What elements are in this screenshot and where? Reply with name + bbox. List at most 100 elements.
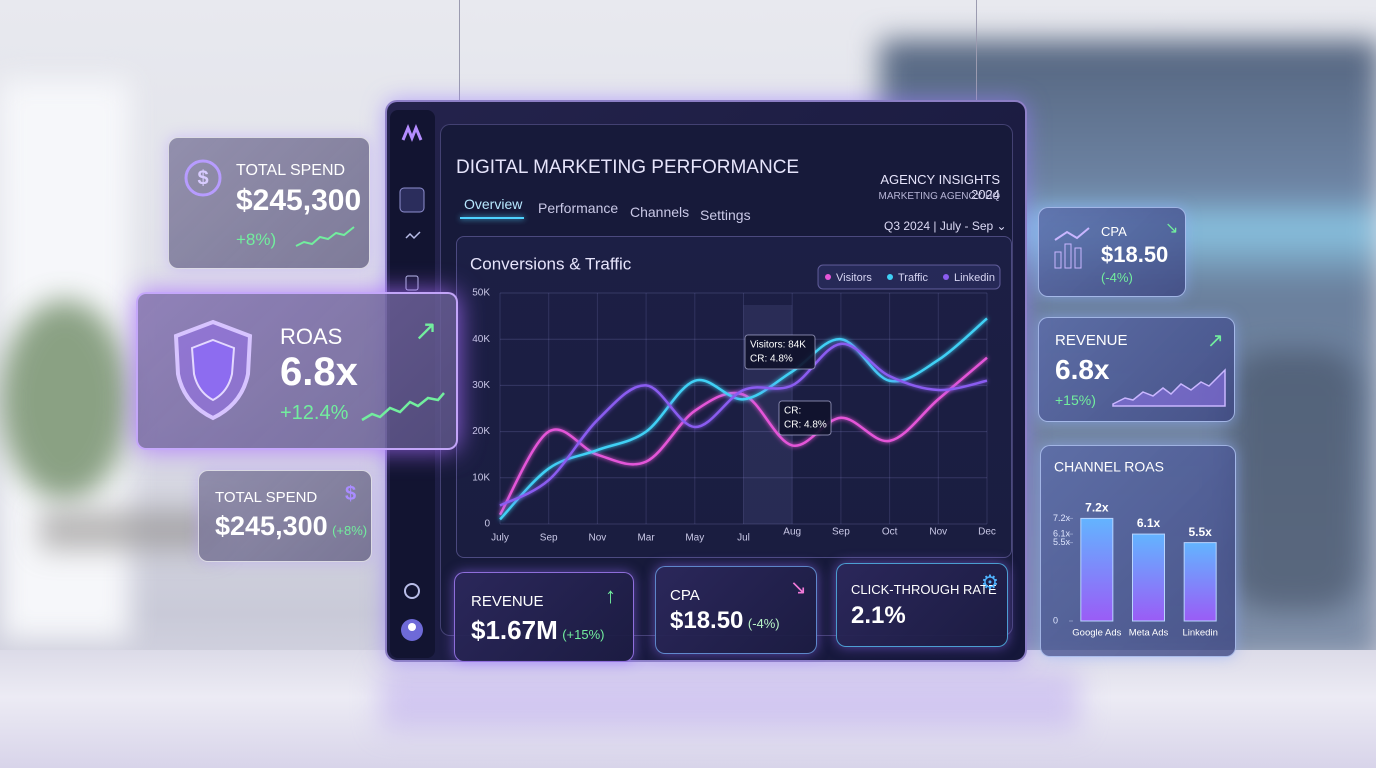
sidebar-icons xyxy=(399,124,425,641)
value-label: 6.1x xyxy=(1137,516,1161,530)
brand: AGENCY INSIGHTS 2024 xyxy=(880,172,1000,202)
x-tick-label: Google Ads xyxy=(1072,628,1121,639)
sparkline xyxy=(1112,368,1226,407)
y-tick-label: 5.5x xyxy=(1053,537,1071,547)
nav-dashboard[interactable] xyxy=(399,187,425,213)
bar xyxy=(1080,517,1114,622)
kpi-change: (-4%) xyxy=(747,616,780,631)
x-tick-label: Dec xyxy=(978,527,996,538)
x-tick-label: Meta Ads xyxy=(1129,628,1169,639)
kpi-card: CLICK-THROUGH RATE ⚙ 2.1% xyxy=(836,563,1008,647)
card-change: (+8%) xyxy=(332,523,368,538)
kpi-row: $1.67M (+15%) xyxy=(471,615,604,646)
tooltip-box xyxy=(744,334,816,370)
nav-settings[interactable] xyxy=(404,583,420,599)
nav-trends[interactable] xyxy=(405,231,421,240)
legend-swatch xyxy=(825,274,831,280)
dashboard-title: DIGITAL MARKETING PERFORMANCE xyxy=(456,157,800,178)
brand-subtitle: MARKETING AGENCY HQ xyxy=(878,191,1000,202)
card-label: TOTAL SPEND xyxy=(215,489,318,506)
legend-label: Traffic xyxy=(898,272,928,284)
series-line xyxy=(499,317,988,521)
line-chart: Conversions & Traffic July Sep Nov Mar May Jul… xyxy=(470,254,1001,544)
tooltip-box xyxy=(778,400,832,436)
card-change: +8%) xyxy=(236,230,277,249)
x-tick-label: Aug xyxy=(783,527,801,538)
bar xyxy=(1183,542,1217,622)
kpi-label: REVENUE xyxy=(471,593,544,610)
y-tick-label: 7.2x xyxy=(1053,513,1071,523)
tab-active[interactable]: Overview xyxy=(464,196,523,212)
card-label: CPA xyxy=(1101,224,1127,239)
x-tick-label: Linkedin xyxy=(1182,628,1217,639)
legend-swatch xyxy=(943,274,949,280)
kpi-row: $18.50 (-4%) xyxy=(670,607,780,635)
dollar-icon: $ xyxy=(345,483,357,505)
annotation: CR: 4.8% xyxy=(784,420,827,431)
channel-roas-card: CHANNEL ROAS 0 5.5x 6.1x 7.2x 7.2x Google Ads 6… xyxy=(1040,445,1236,657)
card-value: $245,300 xyxy=(215,511,328,541)
arrow-down: ↘ xyxy=(1165,220,1179,237)
chart-icon xyxy=(1054,227,1090,269)
spend-card: TOTAL SPEND $ $245,300 (+8%) xyxy=(198,470,372,562)
value-label: 7.2x xyxy=(1085,501,1109,515)
x-tick-label: Sep xyxy=(832,527,850,538)
card-value: $245,300 xyxy=(236,184,362,217)
period-select[interactable]: Q3 2024 | July - Sep ⌄ xyxy=(884,219,1007,233)
legend-label: Visitors xyxy=(836,272,872,284)
card-label: TOTAL SPEND xyxy=(236,162,346,179)
gear-icon: ⚙ xyxy=(981,572,999,594)
tab[interactable]: Performance xyxy=(538,200,619,216)
plant xyxy=(0,300,130,500)
kpi-label: CLICK-THROUGH RATE xyxy=(851,582,997,597)
dollar-icon: $ xyxy=(184,159,222,197)
x-tick-label: Mar xyxy=(637,533,655,544)
legend: Visitors Traffic Linkedin xyxy=(817,264,1001,290)
arrow-down: ↘ xyxy=(790,577,807,599)
legend-label: Linkedin xyxy=(954,272,995,284)
card-change: +12.4% xyxy=(280,402,349,424)
bar xyxy=(1132,533,1165,622)
kpi-value: 2.1% xyxy=(851,602,906,629)
svg-text:$: $ xyxy=(197,167,208,189)
cpa-card: CPA $18.50 (-4%) ↘ xyxy=(1038,207,1186,297)
x-tick-label: July xyxy=(491,533,509,544)
y-tick-label: 40K xyxy=(472,334,490,345)
x-tick-label: Oct xyxy=(882,527,898,538)
avatar xyxy=(408,623,416,631)
roas-card: ROAS 6.8x +12.4% ↗ xyxy=(136,292,458,450)
value-label: 5.5x xyxy=(1188,525,1212,539)
y-tick-label: 30K xyxy=(472,380,490,391)
card-value: 6.8x xyxy=(280,350,358,394)
nav-reports[interactable] xyxy=(405,275,419,291)
kpi-card: CPA ↘ $18.50 (-4%) xyxy=(655,566,817,654)
card-change: (-4%) xyxy=(1101,270,1133,285)
cable xyxy=(976,0,977,140)
card-label: ROAS xyxy=(280,324,343,349)
tab[interactable]: Channels xyxy=(630,204,690,220)
logo xyxy=(401,124,423,143)
table xyxy=(40,510,220,550)
kpi-value: $1.67M xyxy=(471,615,558,645)
tab-underline xyxy=(460,217,524,219)
sparkline xyxy=(295,226,355,247)
y-tick-label: 50K xyxy=(472,288,490,299)
shield-icon xyxy=(173,319,253,421)
legend-swatch xyxy=(887,274,893,280)
card-row: $245,300 (+8%) xyxy=(215,511,367,542)
sparkline xyxy=(361,392,445,422)
annotation: CR: 4.8% xyxy=(750,354,793,365)
y-tick-label: 6.1x xyxy=(1053,528,1071,538)
arrow-up: ↗ xyxy=(414,315,438,346)
series-line xyxy=(499,342,988,507)
tab[interactable]: Settings xyxy=(700,207,751,223)
kpi-change: (+15%) xyxy=(562,627,605,642)
chart-title: Conversions & Traffic xyxy=(470,254,632,273)
arrow-up: ↗ xyxy=(1207,330,1224,352)
kpi-value: $18.50 xyxy=(670,607,744,634)
y-tick-label: 20K xyxy=(472,426,490,437)
y-tick-label: 10K xyxy=(472,472,490,483)
